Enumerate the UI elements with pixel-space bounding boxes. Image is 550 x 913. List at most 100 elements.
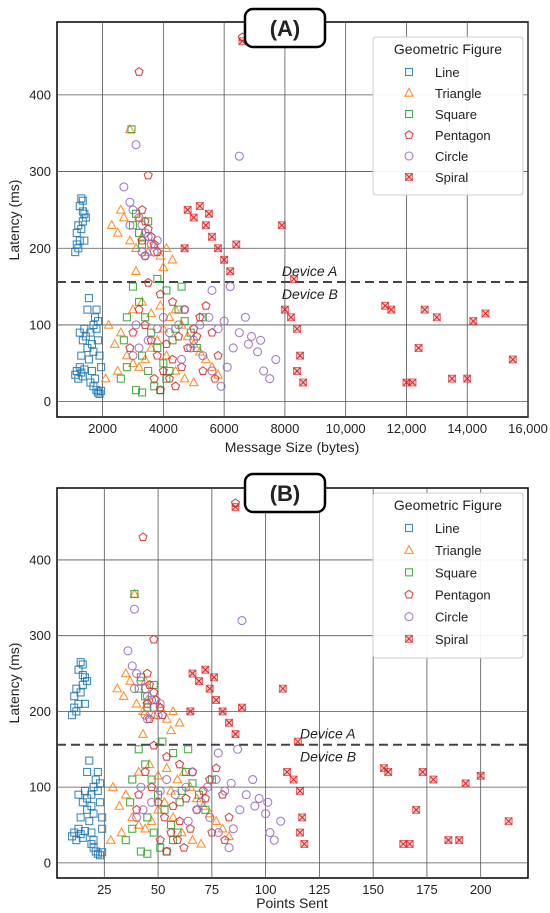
point-line (75, 328, 84, 337)
point-circle (125, 220, 135, 230)
point-line (83, 767, 92, 777)
point-circle (196, 797, 206, 807)
point-line (95, 798, 105, 807)
legend-label-circle: Circle (435, 610, 468, 625)
point-spiral (296, 828, 304, 837)
point-square (134, 745, 143, 754)
legend-label-triangle: Triangle (435, 543, 481, 558)
point-spiral (183, 205, 192, 214)
point-square (175, 798, 184, 807)
point-triangle (211, 815, 222, 825)
point-line (85, 756, 94, 765)
point-pentagon (149, 740, 159, 750)
point-spiral (412, 805, 421, 814)
point-pentagon (134, 304, 144, 314)
point-line (98, 824, 107, 833)
point-spiral (290, 274, 298, 283)
point-line (97, 386, 106, 395)
point-spiral (189, 213, 198, 222)
point-pentagon (198, 366, 208, 375)
point-circle (173, 320, 184, 330)
point-triangle (168, 705, 179, 716)
point-triangle (106, 219, 117, 230)
point-pentagon (174, 759, 185, 769)
point-line (92, 305, 101, 314)
point-triangle (195, 838, 207, 848)
point-circle (276, 816, 286, 826)
point-spiral (299, 378, 308, 387)
point-circle (198, 351, 208, 361)
point-spiral (210, 673, 218, 682)
point-line (78, 660, 87, 669)
point-spiral (214, 244, 223, 253)
point-square (130, 589, 139, 599)
point-spiral (414, 344, 423, 352)
point-triangle (165, 724, 177, 735)
point-circle (125, 197, 135, 207)
point-circle (263, 797, 273, 807)
point-line (76, 813, 85, 822)
y-tick-label-a: 100 (29, 317, 51, 332)
point-line (72, 228, 81, 237)
point-triangle (155, 300, 166, 310)
point-spiral (238, 703, 246, 712)
point-triangle (223, 830, 235, 841)
ticks-b: 25 50 75 100 125 150 175 200 0 100 200 300 400 (29, 552, 491, 897)
point-triangle (137, 728, 149, 738)
point-line (98, 813, 107, 822)
point-square (143, 849, 152, 858)
point-circle (234, 328, 244, 338)
legend-marker-square (404, 568, 414, 577)
point-spiral (469, 317, 478, 326)
point-circle (226, 778, 236, 788)
point-circle (259, 366, 269, 376)
legend-title: Geometric Figure (394, 41, 502, 57)
point-line (74, 790, 83, 799)
point-pentagon (181, 793, 191, 803)
point-circle (237, 615, 247, 626)
point-square (180, 317, 189, 326)
point-line (80, 236, 89, 245)
point-circle (143, 232, 153, 242)
point-square (192, 343, 201, 353)
point-pentagon (125, 343, 135, 352)
x-tick-label-a: 6000 (210, 421, 239, 436)
point-square (128, 775, 137, 784)
point-square (188, 779, 197, 788)
legend-label-spiral: Spiral (435, 170, 468, 185)
point-triangle (206, 361, 218, 371)
point-triangle (152, 804, 164, 814)
x-tick-label-a: 10,000 (326, 421, 366, 436)
point-pentagon (176, 362, 187, 372)
point-triangle (167, 254, 178, 264)
point-spiral (188, 669, 197, 678)
point-square (127, 125, 136, 134)
point-spiral (418, 768, 427, 776)
point-square (169, 748, 178, 758)
point-circle (202, 782, 213, 792)
point-spiral (455, 836, 464, 845)
point-circle (243, 339, 253, 349)
point-pentagon (146, 782, 157, 792)
point-line (87, 828, 96, 837)
threshold-b: Device A Device B (57, 726, 528, 765)
device-b-label: Device B (300, 749, 356, 765)
point-pentagon (185, 823, 195, 833)
point-line (84, 294, 93, 303)
legend-a: Geometric Figure Line Triangle Square Pentag… (372, 36, 524, 196)
legend-label-square: Square (435, 565, 477, 580)
point-triangle (131, 698, 142, 708)
legend-marker-triangle (403, 87, 415, 97)
point-spiral (461, 779, 470, 788)
point-spiral (481, 309, 490, 318)
point-square (121, 836, 130, 845)
point-pentagon (164, 373, 175, 383)
point-spiral (278, 684, 287, 693)
point-triangle (112, 365, 123, 375)
point-triangle (130, 265, 142, 276)
point-spiral (293, 367, 302, 375)
point-circle (254, 793, 264, 804)
point-square (149, 828, 158, 837)
point-pentagon (143, 277, 153, 287)
point-circle (235, 805, 245, 815)
